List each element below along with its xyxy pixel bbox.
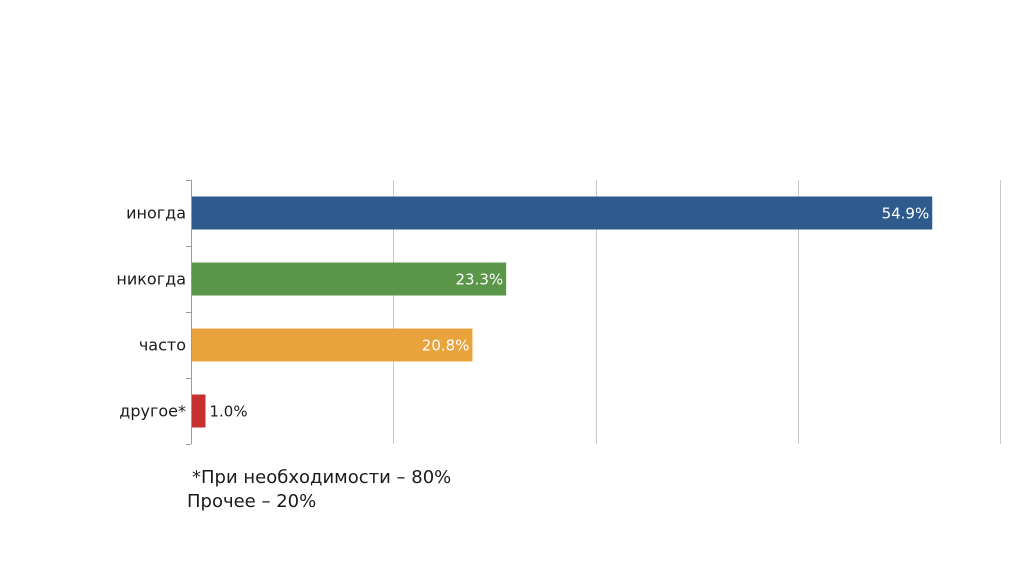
bar — [192, 196, 933, 230]
footnote-line-2: Прочее – 20% — [187, 491, 317, 512]
bar — [192, 328, 473, 362]
data-label: 54.9% — [882, 205, 930, 223]
category-label: другое* — [119, 402, 186, 421]
category-label: никогда — [116, 270, 186, 289]
data-label: 1.0% — [209, 403, 247, 421]
footnote-line-1: *При необходимости – 80% — [192, 467, 452, 488]
data-label: 20.8% — [422, 337, 470, 355]
data-label: 23.3% — [456, 271, 504, 289]
bar — [192, 394, 206, 428]
category-label: часто — [139, 336, 186, 355]
bars — [192, 196, 933, 428]
bar — [192, 262, 507, 296]
category-label: иногда — [126, 204, 186, 223]
labels: иногда 54.9% никогда 23.3% часто 20.8% другое*… — [116, 204, 929, 421]
